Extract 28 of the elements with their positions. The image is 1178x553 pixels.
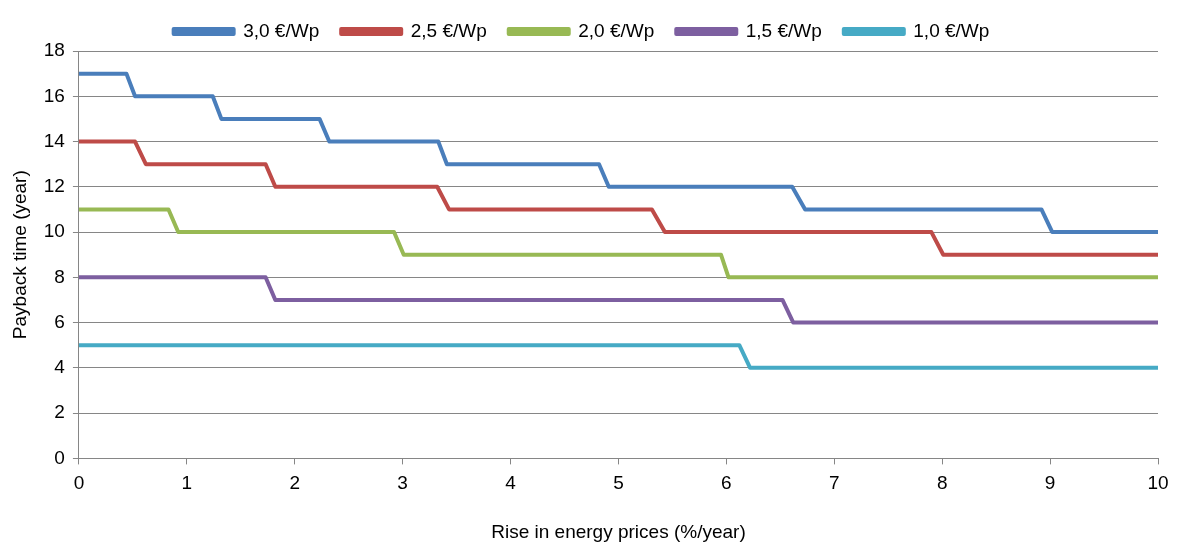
y-tick-label: 4: [54, 356, 66, 378]
x-tick-label: 8: [936, 472, 948, 494]
y-tick-label: 14: [43, 129, 66, 151]
legend-label: 1,0 €/Wp: [913, 19, 990, 41]
y-axis-title: Payback time (year): [8, 170, 30, 340]
x-tick-label: 1: [181, 472, 193, 494]
x-tick-label: 3: [397, 472, 408, 494]
x-tick-label: 6: [721, 472, 732, 494]
x-tick-label: 10: [1147, 472, 1169, 494]
x-tick-label: 0: [73, 472, 85, 494]
legend-label: 1,5 €/Wp: [745, 19, 822, 41]
x-tick-label: 7: [828, 472, 840, 494]
y-tick-label: 10: [43, 220, 65, 242]
x-tick-label: 5: [613, 472, 624, 494]
legend-label: 3,0 €/Wp: [243, 19, 320, 41]
y-tick-label: 16: [43, 84, 65, 106]
x-tick-label: 9: [1044, 472, 1056, 494]
y-tick-label: 6: [54, 310, 65, 332]
legend-label: 2,5 €/Wp: [410, 19, 487, 41]
x-axis-title: Rise in energy prices (%/year): [491, 520, 746, 542]
x-tick-label: 4: [505, 472, 517, 494]
y-tick-label: 12: [43, 175, 65, 197]
legend-label: 2,0 €/Wp: [578, 19, 655, 41]
y-tick-label: 8: [54, 265, 65, 287]
x-tick-label: 2: [289, 472, 301, 494]
y-tick-label: 18: [43, 39, 65, 61]
y-tick-label: 2: [54, 401, 65, 423]
y-tick-label: 0: [54, 446, 65, 468]
